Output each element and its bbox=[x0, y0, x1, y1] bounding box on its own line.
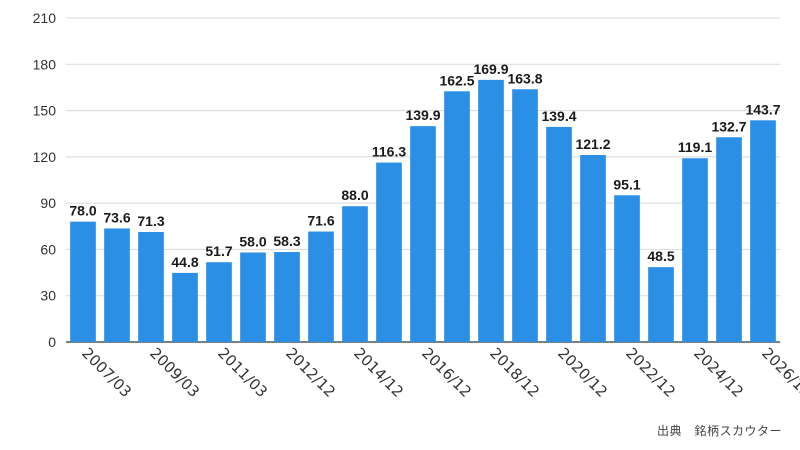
x-tick-label: 2014/12 bbox=[350, 344, 407, 401]
x-tick-label: 2022/12 bbox=[622, 344, 679, 401]
data-label: 58.0 bbox=[239, 234, 266, 250]
x-tick-label: 2024/12 bbox=[690, 344, 747, 401]
x-axis-ticks: 2007/03 2009/03 2011/03 2012/12 2014/12 2016/… bbox=[78, 344, 800, 411]
x-tick-label: 2026/12予 bbox=[758, 344, 800, 411]
y-tick-label: 120 bbox=[33, 149, 57, 165]
data-label: 162.5 bbox=[439, 72, 474, 88]
bars bbox=[70, 79, 776, 343]
x-tick-label: 2007/03 bbox=[78, 344, 135, 401]
bar bbox=[546, 126, 572, 342]
bar bbox=[104, 228, 130, 342]
data-label: 78.0 bbox=[69, 203, 96, 219]
data-labels: 78.0 73.6 71.3 44.8 51.7 58.0 58.3 71.6 88.0 116.… bbox=[69, 61, 780, 270]
y-tick-label: 210 bbox=[33, 10, 57, 26]
data-label: 169.9 bbox=[473, 61, 508, 77]
bar bbox=[410, 126, 436, 342]
x-tick-label: 2020/12 bbox=[554, 344, 611, 401]
data-label: 132.7 bbox=[711, 118, 746, 134]
data-label: 44.8 bbox=[171, 254, 198, 270]
data-label: 119.1 bbox=[678, 139, 712, 155]
bar bbox=[682, 158, 708, 342]
data-label: 73.6 bbox=[103, 209, 130, 225]
data-label: 121.2 bbox=[575, 136, 610, 152]
source-note: 出典 銘柄スカウター bbox=[656, 424, 782, 438]
x-tick-label: 2009/03 bbox=[146, 344, 203, 401]
y-tick-label: 30 bbox=[40, 288, 56, 304]
y-axis-ticks: 0 30 60 90 120 150 180 210 bbox=[33, 10, 57, 350]
bar bbox=[308, 231, 334, 342]
data-label: 58.3 bbox=[273, 233, 300, 249]
x-tick-label: 2012/12 bbox=[282, 344, 339, 401]
data-label: 163.8 bbox=[507, 70, 542, 86]
data-label: 48.5 bbox=[647, 248, 674, 264]
y-tick-label: 60 bbox=[40, 241, 56, 257]
bar bbox=[342, 206, 368, 342]
bar bbox=[512, 89, 538, 342]
y-tick-label: 150 bbox=[33, 103, 57, 119]
data-label: 71.6 bbox=[307, 213, 334, 229]
bar bbox=[206, 262, 232, 342]
bar bbox=[70, 221, 96, 342]
bar bbox=[138, 231, 164, 342]
x-tick-label: 2011/03 bbox=[214, 344, 271, 401]
bar bbox=[580, 155, 606, 342]
y-tick-label: 0 bbox=[48, 334, 56, 350]
bar bbox=[478, 79, 504, 343]
data-label: 143.7 bbox=[745, 101, 780, 117]
bar bbox=[750, 120, 776, 342]
data-label: 88.0 bbox=[341, 187, 368, 203]
data-label: 139.9 bbox=[405, 107, 440, 123]
bar bbox=[376, 162, 402, 342]
y-tick-label: 90 bbox=[40, 195, 56, 211]
data-label: 139.4 bbox=[541, 108, 576, 124]
bar bbox=[172, 272, 198, 342]
data-label: 71.3 bbox=[137, 213, 164, 229]
y-tick-label: 180 bbox=[33, 56, 57, 72]
bar bbox=[274, 252, 300, 342]
data-label: 116.3 bbox=[372, 144, 406, 160]
bar bbox=[716, 137, 742, 342]
data-label: 95.1 bbox=[613, 176, 640, 192]
x-tick-label: 2016/12 bbox=[418, 344, 475, 401]
bar bbox=[240, 252, 266, 342]
x-tick-label: 2018/12 bbox=[486, 344, 543, 401]
bar bbox=[444, 91, 470, 343]
bar bbox=[648, 267, 674, 342]
data-label: 51.7 bbox=[205, 243, 232, 259]
bar bbox=[614, 195, 640, 342]
